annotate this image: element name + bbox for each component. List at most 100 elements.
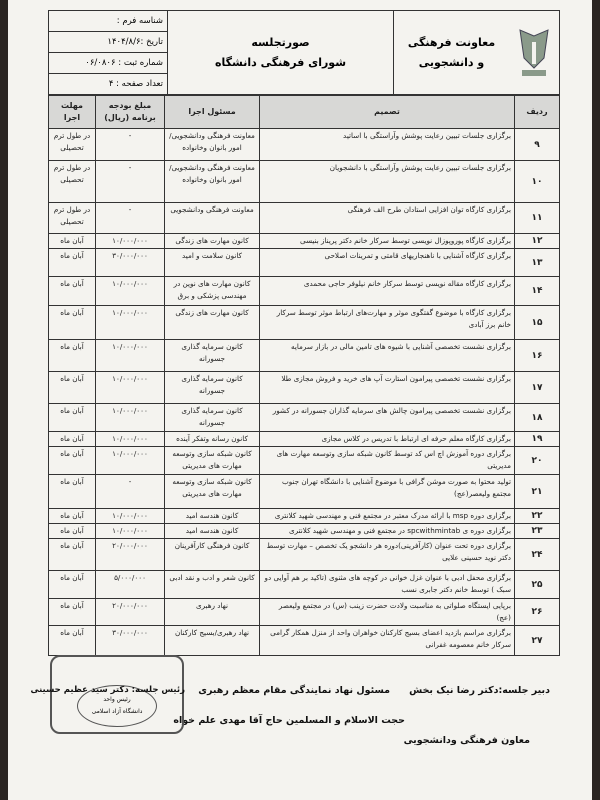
budget-amount: ۱۰/۰۰۰/۰۰۰ (95, 305, 165, 340)
page-count: تعداد صفحه : ۴ (108, 79, 163, 89)
budget-amount: ۱۰/۰۰۰/۰۰۰ (95, 508, 165, 524)
decision-text: برگزاری جلسات تبیین رعایت پوشش وآراستگی … (259, 160, 515, 203)
decision-text: برگزاری کارگاه با موضوع گفتگوی موثر و مه… (259, 305, 515, 340)
table-row: ۲۵ برگزاری محفل ادبی با عنوان غزل خوانی د… (48, 570, 560, 599)
responsible-unit: کانون شبکه سازی وتوسعه مهارت های مدیریتی (164, 474, 260, 509)
title-line-1: صورتجلسه (251, 35, 310, 49)
representative-title: مسئول نهاد نمایندگی مقام معظم رهبری (198, 685, 390, 696)
responsible-unit: کانون مهارت های زندگی (164, 233, 260, 249)
table-row: ۲۱ تولید محتوا به صورت موشن گرافی با موضو… (48, 474, 560, 509)
decision-text: برگزاری جلسات تبیین رعایت پوشش وآراستگی … (259, 128, 515, 161)
dept-line-1: معاونت فرهنگی (407, 35, 496, 49)
deadline: آبان ماه (48, 248, 96, 277)
deadline: آبان ماه (48, 625, 96, 656)
row-number: ۱۲ (514, 233, 560, 249)
row-number: ۱۱ (514, 202, 560, 234)
decision-text: برگزاری محفل ادبی با عنوان غزل خوانی در … (259, 570, 515, 599)
row-number: ۲۴ (514, 538, 560, 571)
table-row: ۱۰ برگزاری جلسات تبیین رعایت پوشش وآراستگ… (48, 160, 560, 203)
deadline: در طول ترم تحصیلی (48, 128, 96, 161)
chair-signature: رئیس جلسه: دکتر سید عظیم حسینی (30, 685, 185, 695)
row-number: ۱۵ (514, 305, 560, 340)
row-number: ۱۴ (514, 276, 560, 306)
budget-amount: ۱۰/۰۰۰/۰۰۰ (95, 276, 165, 306)
responsible-unit: نهاد رهبری (164, 598, 260, 626)
stamp-line: رئیس واحد (103, 696, 131, 703)
budget-amount: ۳۰/۰۰۰/۰۰۰ (95, 625, 165, 656)
responsible-unit: معاونت فرهنگی ودانشجویی/امور بانوان وخان… (164, 128, 260, 161)
table-row: ۱۱ برگزاری کارگاه توان افزایی استادان طرح… (48, 202, 560, 234)
department-name: معاونت فرهنگی و دانشجویی (393, 11, 509, 94)
row-number: ۱۰ (514, 160, 560, 203)
decision-text: برگزاری دوره آموزش اچ اس کد توسط کانون ش… (259, 446, 515, 475)
row-number: ۱۹ (514, 431, 560, 447)
col-budget: مبلغ بودجه برنامه (ریال) (95, 95, 165, 129)
col-row: ردیف (514, 95, 560, 129)
table-row: ۱۹ برگزاری کارگاه معلم حرفه ای ارتباط با … (48, 431, 560, 447)
budget-amount: ۱۰/۰۰۰/۰۰۰ (95, 371, 165, 404)
budget-amount: - (95, 474, 165, 509)
responsible-unit: کانون سلامت و امید (164, 248, 260, 277)
stamp-line: دانشگاه آزاد اسلامی (91, 708, 143, 715)
table-row: ۲۳ برگزاری دوره ی spcwithmintab در مجتمع … (48, 523, 560, 539)
budget-amount: ۱۰/۰۰۰/۰۰۰ (95, 523, 165, 539)
budget-amount: ۵/۰۰۰/۰۰۰ (95, 570, 165, 599)
responsible-unit: کانون شبکه سازی وتوسعه مهارت های مدیریتی (164, 446, 260, 475)
responsible-unit: معاونت فرهنگی ودانشجویی/امور بانوان وخان… (164, 160, 260, 203)
form-date: تاریخ :۱۴۰۴/۸/۶ (49, 32, 167, 53)
responsible-unit: کانون سرمایه گذاری جسورانه (164, 339, 260, 372)
official-stamp: رئیس واحد دانشگاه آزاد اسلامی (50, 655, 184, 734)
budget-amount: ۲۰/۰۰۰/۰۰۰ (95, 598, 165, 626)
responsible-unit: کانون هندسه امید (164, 523, 260, 539)
decision-text: تولید محتوا به صورت موشن گرافی با موضوع … (259, 474, 515, 509)
budget-amount: - (95, 160, 165, 203)
responsible-unit: نهاد رهبری/بسیج کارکنان (164, 625, 260, 656)
deadline: آبان ماه (48, 371, 96, 404)
decision-text: برگزاری دوره ی spcwithmintab در مجتمع فن… (259, 523, 515, 539)
form-meta: شناسه فرم : تاریخ :۱۴۰۴/۸/۶ شماره ثبت : … (49, 11, 167, 94)
registration-number: شماره ثبت : ۰۶/۰۸۰۶ (49, 53, 167, 74)
row-number: ۱۳ (514, 248, 560, 277)
form-id: شناسه فرم : (49, 11, 167, 32)
row-number: ۲۶ (514, 598, 560, 626)
decision-text: برگزاری کارگاه پوروپوزال نویسی توسط سرکا… (259, 233, 515, 249)
secretary-role: معاون فرهنگی ودانشجویی (403, 735, 530, 746)
table-row: ۱۴ برگزاری کارگاه مقاله نویسی توسط سرکار … (48, 276, 560, 306)
table-row: ۱۷ برگزاری نشست تخصصی پیرامون استارت آپ ه… (48, 371, 560, 404)
deadline: آبان ماه (48, 446, 96, 475)
decision-text: برگزاری کارگاه توان افزایی استادان طرح ا… (259, 202, 515, 234)
row-number: ۲۵ (514, 570, 560, 599)
budget-amount: - (95, 202, 165, 234)
decisions-table: ردیف تصمیم مسئول اجرا مبلغ بودجه برنامه … (48, 95, 560, 656)
row-number: ۱۷ (514, 371, 560, 404)
budget-amount: ۲۰/۰۰۰/۰۰۰ (95, 538, 165, 571)
deadline: در طول ترم تحصیلی (48, 160, 96, 203)
dept-line-2: و دانشجویی (418, 55, 485, 69)
deadline: آبان ماه (48, 431, 96, 447)
university-logo (509, 11, 559, 94)
deadline: آبان ماه (48, 474, 96, 509)
deadline: آبان ماه (48, 403, 96, 432)
row-number: ۲۰ (514, 446, 560, 475)
deadline: آبان ماه (48, 233, 96, 249)
decision-text: برگزاری کارگاه آشنایی با ناهنجاریهای قام… (259, 248, 515, 277)
col-deadline: مهلت اجرا (48, 95, 96, 129)
deadline: در طول ترم تحصیلی (48, 202, 96, 234)
deadline: آبان ماه (48, 339, 96, 372)
decision-text: برگزاری نشست تخصصی پیرامون استارت آپ های… (259, 371, 515, 404)
decision-text: برگزاری کارگاه معلم حرفه ای ارتباط با تد… (259, 431, 515, 447)
decision-text: برگزاری مراسم بازدید اعضای بسیج کارکنان … (259, 625, 515, 656)
responsible-unit: کانون شعر و ادب و نقد ادبی (164, 570, 260, 599)
secretary-signature: دبیر جلسه:دکتر رضا نیک بخش (409, 685, 550, 696)
row-number: ۲۳ (514, 523, 560, 539)
budget-amount: ۱۰/۰۰۰/۰۰۰ (95, 431, 165, 447)
table-row: ۹ برگزاری جلسات تبیین رعایت پوشش وآراستگی… (48, 128, 560, 161)
table-row: ۲۲ برگزاری دوره msp با ارائه مدرک معتبر د… (48, 508, 560, 524)
row-number: ۲۷ (514, 625, 560, 656)
table-header: ردیف تصمیم مسئول اجرا مبلغ بودجه برنامه … (48, 95, 560, 129)
budget-amount: ۱۰/۰۰۰/۰۰۰ (95, 446, 165, 475)
decision-text: برگزاری دوره msp با ارائه مدرک معتبر در … (259, 508, 515, 524)
table-row: ۱۵ برگزاری کارگاه با موضوع گفتگوی موثر و … (48, 305, 560, 340)
row-number: ۱۸ (514, 403, 560, 432)
table-row: ۲۷ برگزاری مراسم بازدید اعضای بسیج کارکنا… (48, 625, 560, 656)
